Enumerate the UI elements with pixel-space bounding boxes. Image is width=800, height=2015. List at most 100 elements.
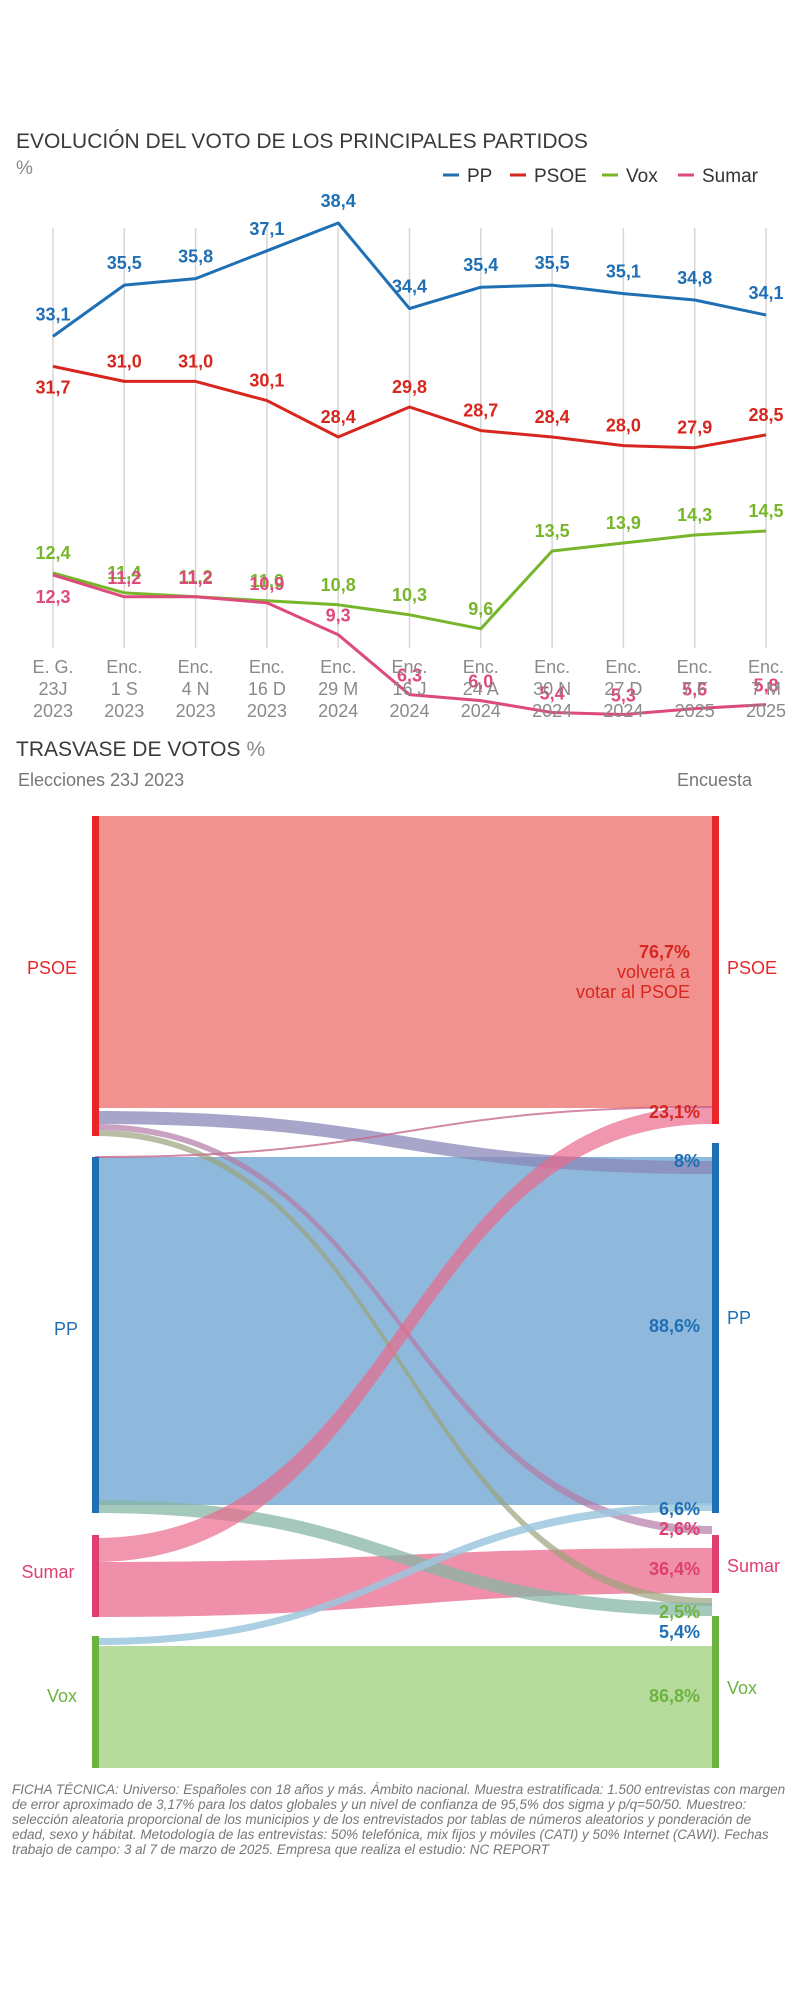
data-label-pp-3: 37,1 [249,219,284,239]
x-tick-line: 2024 [318,701,358,721]
source-node-bar-psoe [92,816,99,1136]
data-label-sumar-0: 12,3 [35,587,70,607]
line-chart: EVOLUCIÓN DEL VOTO DE LOS PRINCIPALES PA… [16,130,786,721]
target-node-bar-pp [712,1143,719,1513]
sankey-psoe-note-psoe-note-value: 76,7% [639,942,690,962]
data-label-vox-8: 13,9 [606,513,641,533]
sankey-right-header: Encuesta [677,770,753,790]
legend-label-vox: Vox [626,166,658,187]
x-tick-line: 2025 [675,701,715,721]
data-label-vox-9: 14,3 [677,505,712,525]
sankey-labels: PSOE PP Sumar Vox PSOE PP Sumar Vox 76,7%volverá… [21,942,780,1706]
data-label-vox-5: 10,3 [392,585,427,605]
x-tick-line: 2024 [532,701,572,721]
x-tick-line: 16 J [392,679,426,699]
source-node-bar-pp [92,1157,99,1513]
data-label-vox-0: 12,4 [35,543,70,563]
flow-value-label-0: 23,1% [649,1102,700,1122]
grid-lines [52,228,767,648]
flow-psoe-psoe [95,816,712,1108]
data-label-vox-3: 11,0 [250,571,284,591]
data-label-vox-7: 13,5 [535,521,570,541]
x-tick-label-1: Enc. 1 S 2023 [104,657,144,721]
x-tick-line: Enc. [391,657,427,677]
data-label-pp-1: 35,5 [107,253,142,273]
data-label-psoe-10: 28,5 [748,405,783,425]
data-label-psoe-7: 28,4 [535,407,570,427]
flow-value-label-6: 2,5% [659,1602,700,1622]
sankey-psoe-note-psoe-note-line1: volverá a [617,962,691,982]
flow-pp-vox [95,1500,712,1616]
data-label-psoe-4: 28,4 [321,407,356,427]
x-tick-label-2: Enc. 4 N 2023 [176,657,216,721]
sankey-flows [95,816,712,1768]
flow-value-label-7: 5,4% [659,1622,700,1642]
x-tick-line: Enc. [605,657,641,677]
x-tick-label-4: Enc. 29 M 2024 [318,657,358,721]
x-tick-line: 27 D [604,679,642,699]
data-label-pp-6: 35,4 [463,255,498,275]
legend-label-pp: PP [467,166,492,187]
data-label-sumar-9: 5,6 [682,680,707,700]
data-label-pp-4: 38,4 [321,191,356,211]
flow-psoe-vox [95,1130,712,1606]
sankey-chart: TRASVASE DE VOTOS% Elecciones 23J 2023 E… [16,738,780,1768]
data-label-sumar-10: 5,8 [753,676,778,696]
legend-label-psoe: PSOE [534,166,587,187]
x-tick-label-10: Enc. 7 M 2025 [746,657,786,721]
source-node-bar-vox [92,1636,99,1768]
target-node-bar-vox [712,1616,719,1768]
sankey-title-text: TRASVASE DE VOTOS [16,738,240,761]
sankey-left-header: Elecciones 23J 2023 [18,770,184,790]
data-label-vox-4: 10,8 [321,575,356,595]
x-tick-line: Enc. [748,657,784,677]
data-label-psoe-6: 28,7 [463,401,498,421]
x-tick-label-7: Enc. 30 N 2024 [532,657,572,721]
series-line-pp [52,221,767,338]
data-label-sumar-4: 9,3 [326,606,351,626]
x-tick-line: 24 A [463,679,499,699]
data-label-sumar-5: 6,3 [397,666,422,686]
series-line-sumar [52,573,767,716]
flow-value-label-5: 36,4% [649,1559,700,1579]
x-tick-line: 2023 [104,701,144,721]
point-labels: 33,1 35,5 35,8 37,1 38,4 34,4 35,4 35,5 35,1 34,8… [35,191,783,706]
data-label-psoe-3: 30,1 [249,371,284,391]
data-label-vox-2: 11,2 [179,567,213,587]
chart-legend: PP PSOE Vox Sumar [443,166,759,187]
data-label-pp-8: 35,1 [606,262,641,282]
x-tick-label-8: Enc. 27 D 2024 [603,657,643,721]
x-tick-line: 7 M [751,679,781,699]
flow-value-label-1: 8% [674,1151,700,1171]
x-tick-line: 16 D [248,679,286,699]
target-node-bar-psoe [712,816,719,1124]
source-node-bar-sumar [92,1535,99,1617]
target-label-sumar: Sumar [727,1556,780,1576]
flow-sumar-psoe [95,1106,712,1562]
source-label-psoe: PSOE [27,958,77,978]
x-tick-line: Enc. [677,657,713,677]
data-label-pp-7: 35,5 [535,253,570,273]
data-label-psoe-5: 29,8 [392,377,427,397]
data-label-pp-0: 33,1 [35,304,70,324]
data-label-psoe-8: 28,0 [606,416,641,436]
x-tick-line: 2024 [461,701,501,721]
ficha-tecnica: FICHA TÉCNICA: Universo: Españoles con 1… [12,1782,786,1857]
series-lines [52,221,767,716]
target-node-bar-sumar [712,1535,719,1593]
data-label-psoe-1: 31,0 [107,351,142,371]
x-tick-line: Enc. [463,657,499,677]
flow-value-label-2: 88,6% [649,1316,700,1336]
x-tick-line: 2024 [603,701,643,721]
data-label-vox-1: 11,4 [107,563,141,583]
x-tick-label-6: Enc. 24 A 2024 [461,657,501,721]
x-tick-line: 30 N [533,679,571,699]
x-tick-line: 1 S [111,679,138,699]
data-label-sumar-3: 10,9 [249,574,284,594]
legend-label-sumar: Sumar [702,166,759,187]
target-label-vox: Vox [727,1678,757,1698]
x-tick-line: 2023 [176,701,216,721]
flow-value-label-4: 2,6% [659,1519,700,1539]
line-chart-title: EVOLUCIÓN DEL VOTO DE LOS PRINCIPALES PA… [16,130,588,153]
